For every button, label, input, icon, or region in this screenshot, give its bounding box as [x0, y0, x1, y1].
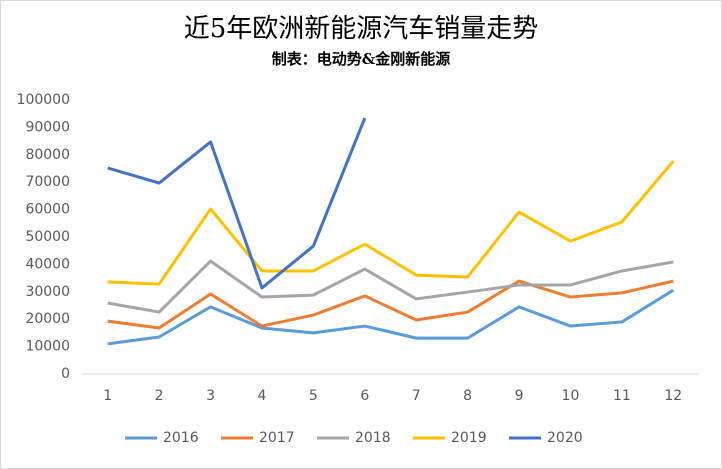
y-tick-label: 60000	[25, 202, 70, 218]
series-line	[107, 117, 367, 290]
y-tick-label: 0	[61, 366, 70, 382]
legend-label: 2020	[547, 430, 583, 446]
legend-label: 2017	[259, 430, 295, 446]
y-tick-label: 90000	[25, 119, 70, 135]
x-tick-label: 7	[412, 388, 421, 404]
x-tick-label: 11	[613, 388, 631, 404]
x-tick-label: 4	[257, 388, 266, 404]
y-tick-label: 70000	[25, 174, 70, 190]
y-tick-label: 20000	[25, 311, 70, 327]
x-tick-label: 5	[309, 388, 318, 404]
y-tick-label: 50000	[25, 229, 70, 245]
series-line	[107, 279, 674, 330]
x-tick-label: 1	[103, 388, 112, 404]
series-line	[107, 160, 675, 286]
y-tick-label: 40000	[25, 256, 70, 272]
series-line	[107, 288, 675, 346]
legend-label: 2016	[163, 430, 199, 446]
chart-subtitle: 制表：电动势&金刚新能源	[272, 50, 451, 68]
legend-label: 2018	[355, 430, 391, 446]
chart-title: 近5年欧洲新能源汽车销量走势	[184, 14, 539, 44]
x-tick-label: 3	[206, 388, 215, 404]
x-tick-label: 12	[664, 388, 682, 404]
series-line	[107, 259, 674, 314]
x-tick-label: 8	[463, 388, 472, 404]
y-tick-label: 10000	[25, 339, 70, 355]
legend-label: 2019	[451, 430, 487, 446]
y-tick-label: 100000	[17, 92, 70, 108]
x-tick-label: 9	[515, 388, 524, 404]
x-tick-label: 2	[155, 388, 164, 404]
x-tick-label: 6	[360, 388, 369, 404]
y-tick-label: 80000	[25, 147, 70, 163]
y-tick-label: 30000	[25, 284, 70, 300]
x-tick-label: 10	[562, 388, 580, 404]
